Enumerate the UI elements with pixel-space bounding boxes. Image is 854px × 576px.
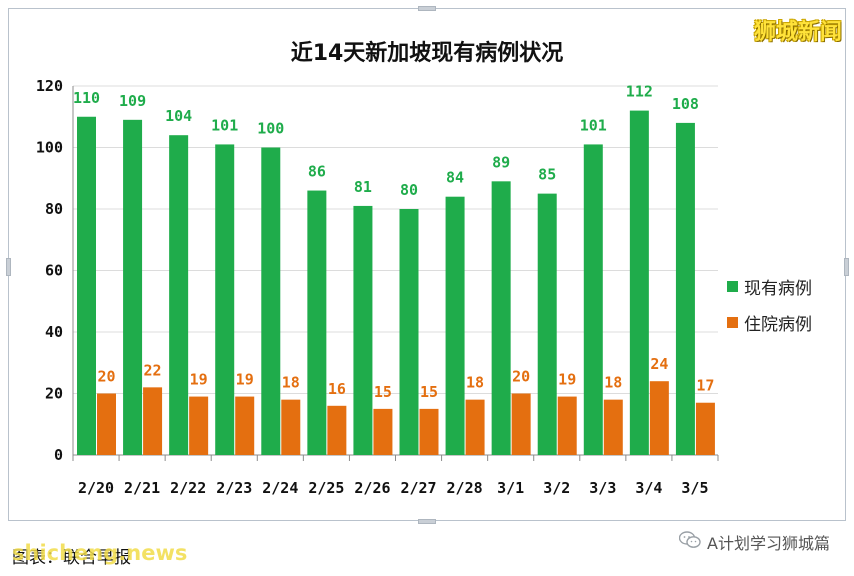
bar-hospital (557, 396, 577, 455)
y-tick-label: 60 (45, 262, 63, 280)
wechat-icon (678, 531, 701, 553)
data-label-current: 84 (446, 169, 464, 187)
data-label-current: 101 (580, 116, 607, 134)
bar-current (261, 147, 281, 455)
legend-item-hospital: 住院病例 (727, 304, 812, 340)
bar-current (537, 193, 557, 455)
x-tick-label: 3/3 (589, 479, 616, 497)
bar-hospital (603, 399, 623, 455)
bar-hospital (465, 399, 485, 455)
chart-legend: 现有病例 住院病例 (727, 268, 812, 340)
data-label-hospital: 19 (190, 371, 208, 389)
x-tick-label: 2/25 (308, 479, 344, 497)
data-label-current: 85 (538, 166, 556, 184)
bar-current (491, 181, 511, 455)
bar-current (169, 135, 189, 455)
bar-current (445, 196, 465, 455)
resize-handle-right[interactable] (844, 258, 849, 276)
data-label-hospital: 15 (374, 383, 392, 401)
data-label-current: 112 (626, 83, 653, 101)
y-tick-label: 80 (45, 200, 63, 218)
bar-hospital (235, 396, 255, 455)
bar-hospital (327, 405, 347, 455)
legend-swatch-current (727, 280, 738, 292)
wechat-account: A计划学习狮城篇 (678, 530, 830, 554)
data-label-current: 80 (400, 181, 418, 199)
data-label-hospital: 15 (420, 383, 438, 401)
legend-swatch-hospital (727, 316, 738, 328)
data-label-current: 101 (211, 116, 238, 134)
data-label-current: 109 (119, 92, 146, 110)
x-tick-label: 3/2 (543, 479, 570, 497)
data-label-hospital: 18 (466, 374, 484, 392)
bar-current (307, 190, 327, 456)
bar-current (583, 144, 603, 456)
bar-current (215, 144, 235, 456)
data-label-hospital: 20 (512, 368, 530, 386)
bar-hospital (281, 399, 301, 455)
data-label-current: 104 (165, 107, 192, 125)
y-tick-label: 120 (36, 77, 63, 95)
x-tick-label: 2/21 (124, 479, 160, 497)
brand-logo-text: 狮城新闻 (753, 20, 842, 45)
resize-handle-left[interactable] (6, 258, 11, 276)
data-label-current: 110 (73, 89, 100, 107)
data-label-hospital: 22 (144, 361, 162, 379)
bar-hospital (97, 393, 116, 455)
y-tick-label: 40 (45, 323, 63, 341)
bar-hospital (373, 408, 393, 455)
bar-current (675, 122, 695, 456)
bar-hospital (695, 402, 715, 455)
y-tick-label: 100 (36, 139, 63, 157)
data-label-current: 81 (354, 178, 372, 196)
data-label-hospital: 19 (558, 371, 576, 389)
bar-current (77, 116, 96, 455)
legend-label-current: 现有病例 (744, 278, 812, 299)
x-tick-label: 3/1 (497, 479, 524, 497)
data-label-current: 108 (672, 95, 699, 113)
y-tick-label: 20 (45, 385, 63, 403)
legend-label-hospital: 住院病例 (744, 314, 812, 335)
x-tick-label: 3/5 (681, 479, 708, 497)
x-tick-label: 2/22 (170, 479, 206, 497)
bar-hospital (511, 393, 531, 455)
data-label-hospital: 16 (328, 380, 346, 398)
data-label-current: 100 (257, 120, 284, 138)
data-label-current: 86 (308, 163, 326, 181)
resize-handle-bottom[interactable] (418, 519, 436, 524)
bar-hospital (143, 387, 163, 455)
x-tick-label: 3/4 (635, 479, 662, 497)
x-tick-label: 2/23 (216, 479, 252, 497)
x-tick-label: 2/20 (78, 479, 114, 497)
source-caption: 图表：联合早报 (12, 548, 131, 568)
bar-current (629, 110, 649, 455)
x-tick-label: 2/28 (447, 479, 483, 497)
x-tick-label: 2/27 (400, 479, 436, 497)
data-label-hospital: 20 (97, 368, 115, 386)
bar-hospital (649, 381, 669, 455)
data-label-current: 89 (492, 153, 510, 171)
y-tick-label: 0 (54, 446, 63, 464)
data-label-hospital: 19 (236, 371, 254, 389)
bar-hospital (189, 396, 209, 455)
data-label-hospital: 24 (650, 355, 668, 373)
bar-current (123, 119, 143, 455)
data-label-hospital: 18 (282, 374, 300, 392)
x-tick-label: 2/24 (262, 479, 298, 497)
bar-hospital (419, 408, 439, 455)
wechat-account-name: A计划学习狮城篇 (707, 534, 830, 553)
data-label-hospital: 18 (604, 374, 622, 392)
chart-title: 近14天新加坡现有病例状况 (290, 41, 564, 66)
resize-handle-top[interactable] (418, 6, 436, 11)
x-tick-label: 2/26 (354, 479, 390, 497)
watermark-text: shicheng.news (12, 541, 188, 565)
legend-item-current: 现有病例 (727, 268, 812, 304)
bar-current (399, 209, 419, 455)
data-label-hospital: 17 (696, 377, 714, 395)
bar-current (353, 205, 373, 455)
